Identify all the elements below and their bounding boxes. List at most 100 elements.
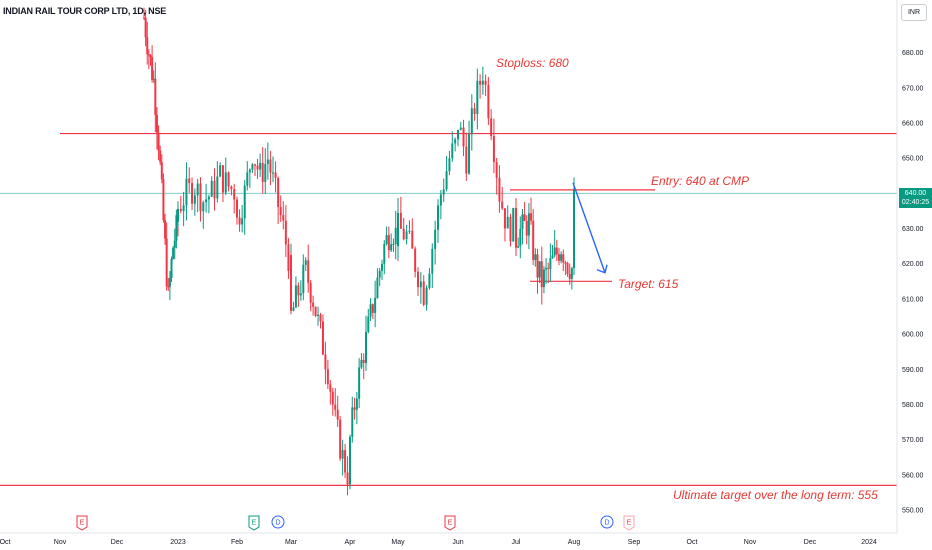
x-tick-label: Nov xyxy=(54,539,67,546)
candle-body xyxy=(411,230,414,249)
candle-body xyxy=(331,391,334,405)
candle-body xyxy=(213,180,216,199)
y-tick-label: 580.00 xyxy=(902,402,924,409)
y-tick-label: 550.00 xyxy=(902,507,924,514)
candle-body xyxy=(462,127,465,147)
candle-body xyxy=(319,314,322,322)
candle-body xyxy=(294,285,297,308)
candle-body xyxy=(437,205,439,230)
earnings-marker[interactable] xyxy=(444,515,456,531)
y-tick-label: 660.00 xyxy=(902,121,924,128)
candle-body xyxy=(523,214,526,221)
candle-body xyxy=(509,216,512,242)
candle-body xyxy=(498,177,501,202)
y-tick-label: 560.00 xyxy=(902,472,924,479)
annotation-ultimate-target: Ultimate target over the long term: 555 xyxy=(673,488,878,502)
candle-body xyxy=(302,264,305,294)
candle-body xyxy=(439,194,442,206)
candle-body xyxy=(159,150,162,163)
earnings-marker[interactable] xyxy=(76,515,88,531)
currency-button[interactable]: INR xyxy=(901,4,927,21)
candle-body xyxy=(149,55,152,58)
earnings-marker[interactable] xyxy=(248,515,260,531)
candle-body xyxy=(230,186,233,190)
candle-body xyxy=(470,108,473,135)
candle-body xyxy=(221,165,224,193)
candle-body xyxy=(146,37,149,55)
candle-body xyxy=(321,321,324,355)
candle-body xyxy=(532,220,535,260)
event-marker-label: E xyxy=(252,520,257,527)
candle-body xyxy=(512,208,515,242)
candle-body xyxy=(282,215,285,221)
candle-body xyxy=(154,78,157,115)
candle-body xyxy=(344,450,347,473)
candle-body xyxy=(349,436,351,473)
candle-body xyxy=(431,248,434,274)
candle-body xyxy=(419,281,422,288)
candle-body xyxy=(351,407,354,437)
candle-body xyxy=(408,230,411,232)
candle-body xyxy=(387,235,390,251)
event-marker-label: D xyxy=(275,520,280,527)
candle-body xyxy=(557,254,560,261)
x-tick-label: Mar xyxy=(285,539,298,546)
candle-body xyxy=(457,129,459,133)
candle-body xyxy=(527,213,530,236)
candle-body xyxy=(503,208,506,229)
candle-body xyxy=(304,260,307,265)
candle-body xyxy=(179,208,182,212)
candle-body xyxy=(367,316,370,332)
symbol-title: INDIAN RAIL TOUR CORP LTD, 1D, NSE xyxy=(3,6,167,16)
candle-body xyxy=(314,306,317,316)
candle-body xyxy=(210,180,213,197)
candle-body xyxy=(151,57,154,80)
candle-body xyxy=(216,176,219,199)
bar-countdown: 02:40:25 xyxy=(901,199,930,206)
candle-body xyxy=(381,263,383,271)
y-tick-label: 670.00 xyxy=(902,85,924,92)
candle-body xyxy=(238,217,241,225)
candle-body xyxy=(454,139,457,144)
candle-body xyxy=(202,202,205,212)
candle-body xyxy=(573,259,575,269)
candle-body xyxy=(383,243,386,264)
candle-body xyxy=(236,204,238,218)
x-tick-label: Sep xyxy=(628,539,641,546)
candle-body xyxy=(317,314,320,316)
candle-body xyxy=(346,472,349,485)
candle-body xyxy=(442,189,445,195)
candle-body xyxy=(540,261,543,288)
candle-body xyxy=(259,162,262,170)
candle-body xyxy=(254,164,256,166)
candle-body xyxy=(353,407,356,410)
candle-body xyxy=(191,183,194,204)
y-tick-label: 680.00 xyxy=(902,50,924,57)
candle-body xyxy=(519,228,522,247)
candle-body xyxy=(573,199,575,222)
candle-body xyxy=(465,146,468,174)
candle-body xyxy=(468,134,471,174)
candle-body xyxy=(233,189,236,200)
earnings-marker[interactable] xyxy=(623,515,635,531)
x-tick-label: Feb xyxy=(231,539,243,546)
candle-body xyxy=(326,369,329,385)
candle-body xyxy=(534,254,537,260)
dividend-marker[interactable] xyxy=(600,515,614,529)
candle-body xyxy=(385,235,388,244)
candle-body xyxy=(405,231,408,240)
y-tick-label: 570.00 xyxy=(902,437,924,444)
dividend-marker[interactable] xyxy=(271,515,285,529)
candle-body xyxy=(248,169,251,173)
candle-body xyxy=(182,205,185,212)
candle-body xyxy=(501,201,504,209)
projection-arrow-line[interactable] xyxy=(572,182,606,273)
event-marker-label: E xyxy=(627,520,632,527)
candle-body xyxy=(279,206,282,216)
candle-body xyxy=(506,216,509,229)
candle-body xyxy=(227,172,230,187)
candle-body xyxy=(542,269,545,288)
candle-body xyxy=(473,108,476,114)
